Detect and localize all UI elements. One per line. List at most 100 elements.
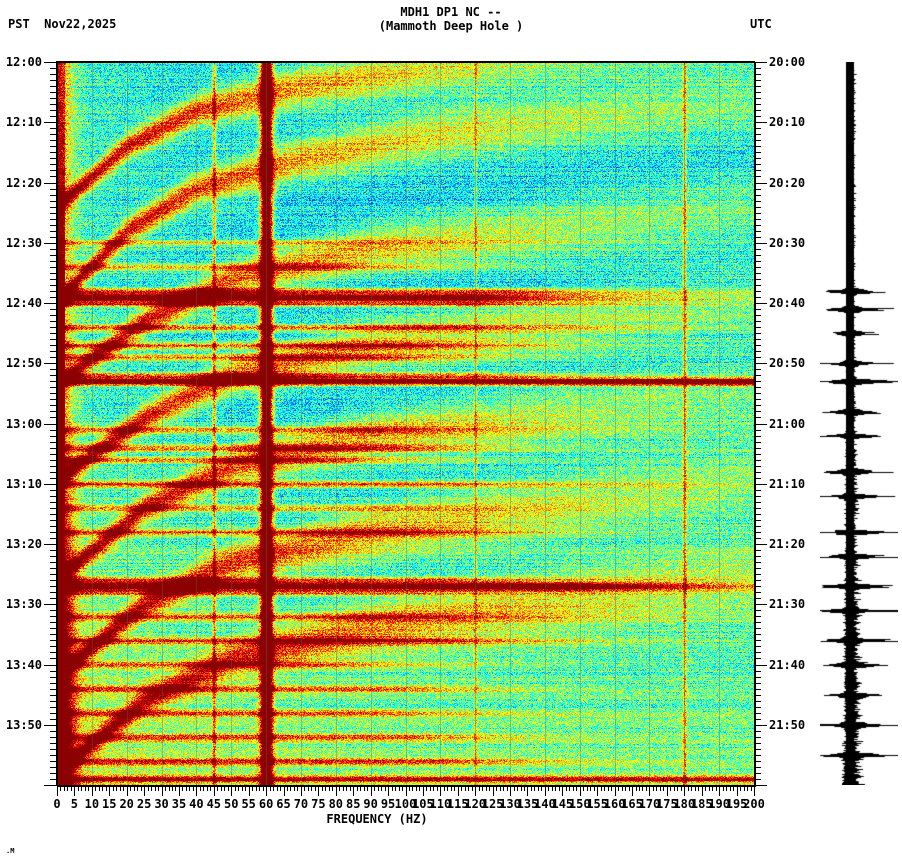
x-axis-label: 145 <box>551 797 574 811</box>
y-tick-minor-left <box>50 459 56 461</box>
x-axis-label: 150 <box>568 797 591 811</box>
y-tick-minor-left <box>50 592 56 594</box>
y-tick-minor-left <box>50 513 56 515</box>
y-tick-minor-left <box>50 766 56 768</box>
spectrogram-plot[interactable] <box>57 62 754 785</box>
y-axis-label-left: 12:20 <box>5 175 42 190</box>
y-tick-minor-right <box>755 375 761 377</box>
y-tick-minor-right <box>755 507 761 509</box>
y-axis-label-left: 13:40 <box>5 657 42 672</box>
y-tick-minor-left <box>50 706 56 708</box>
y-tick-major-left <box>44 182 56 184</box>
y-tick-minor-left <box>50 568 56 570</box>
y-axis-label-left: 13:50 <box>5 717 42 732</box>
x-tick-minor <box>436 786 438 791</box>
x-tick-minor <box>520 786 522 791</box>
y-tick-minor-right <box>755 351 761 353</box>
y-tick-minor-right <box>755 116 761 118</box>
y-tick-minor-right <box>755 694 761 696</box>
x-tick-minor <box>360 786 362 791</box>
x-axis-bottom <box>56 785 755 786</box>
x-tick-minor <box>677 786 679 791</box>
y-tick-minor-left <box>50 206 56 208</box>
x-tick-minor <box>447 786 449 791</box>
x-tick-minor <box>412 786 414 791</box>
y-tick-minor-left <box>50 531 56 533</box>
x-tick-minor <box>311 786 313 791</box>
x-tick-minor <box>429 786 431 791</box>
y-tick-minor-left <box>50 266 56 268</box>
y-tick-minor-left <box>50 98 56 100</box>
y-tick-minor-left <box>50 68 56 70</box>
y-tick-minor-left <box>50 507 56 509</box>
x-tick-minor <box>95 786 97 791</box>
y-tick-minor-right <box>755 321 761 323</box>
x-tick-minor <box>269 786 271 791</box>
x-tick-minor <box>185 786 187 791</box>
y-tick-minor-right <box>755 610 761 612</box>
x-tick-minor <box>206 786 208 791</box>
x-tick-minor <box>241 786 243 791</box>
x-axis-label: 55 <box>241 797 256 811</box>
x-tick-minor <box>192 786 194 791</box>
x-tick-minor <box>534 786 536 791</box>
y-tick-minor-left <box>50 772 56 774</box>
y-tick-minor-left <box>50 224 56 226</box>
x-tick-minor <box>729 786 731 791</box>
y-tick-minor-right <box>755 640 761 642</box>
y-tick-minor-right <box>755 98 761 100</box>
y-tick-minor-right <box>755 742 761 744</box>
x-tick-major <box>283 786 285 796</box>
x-tick-minor <box>705 786 707 791</box>
y-tick-minor-left <box>50 284 56 286</box>
x-tick-minor <box>426 786 428 791</box>
y-tick-minor-left <box>50 429 56 431</box>
x-tick-major <box>57 786 58 796</box>
x-tick-minor <box>586 786 588 791</box>
x-tick-minor <box>750 786 752 791</box>
x-tick-minor <box>210 786 212 791</box>
x-tick-minor <box>663 786 665 791</box>
x-tick-minor <box>645 786 647 791</box>
x-tick-major <box>597 786 599 796</box>
y-tick-minor-left <box>50 333 56 335</box>
x-tick-major <box>248 786 250 796</box>
y-tick-minor-right <box>755 399 761 401</box>
y-tick-major-left <box>44 303 56 304</box>
y-tick-minor-right <box>755 471 761 473</box>
x-axis-label: 10 <box>84 797 100 811</box>
y-tick-minor-right <box>755 164 761 166</box>
y-tick-minor-left <box>50 327 56 329</box>
x-axis-label: 120 <box>464 797 487 811</box>
x-tick-major <box>440 786 442 796</box>
y-tick-minor-right <box>755 369 761 371</box>
y-tick-minor-right <box>755 411 761 413</box>
y-tick-major-left <box>44 483 56 485</box>
x-tick-minor <box>262 786 264 791</box>
x-tick-minor <box>328 786 330 791</box>
y-tick-minor-left <box>50 309 56 311</box>
x-tick-major <box>370 786 372 796</box>
x-tick-minor <box>408 786 410 791</box>
x-tick-minor <box>398 786 400 791</box>
x-tick-major <box>492 786 494 796</box>
y-tick-minor-left <box>50 465 56 467</box>
x-tick-minor <box>503 786 505 791</box>
x-tick-minor <box>220 786 222 791</box>
x-axis-label: 15 <box>102 797 117 811</box>
x-tick-major <box>527 786 529 796</box>
x-tick-minor <box>537 786 539 791</box>
y-tick-minor-right <box>755 345 761 347</box>
y-tick-minor-right <box>755 495 761 497</box>
x-axis-label: 70 <box>293 797 309 811</box>
y-tick-minor-right <box>755 218 761 220</box>
x-tick-major <box>213 786 215 796</box>
y-tick-minor-right <box>755 200 761 202</box>
y-tick-minor-left <box>50 586 56 588</box>
y-tick-minor-right <box>755 441 761 443</box>
x-tick-minor <box>652 786 654 791</box>
y-axis-label-right: 20:10 <box>769 115 806 130</box>
y-axis-label-right: 20:00 <box>769 55 806 69</box>
y-tick-minor-right <box>755 453 761 455</box>
x-tick-major <box>144 786 146 796</box>
